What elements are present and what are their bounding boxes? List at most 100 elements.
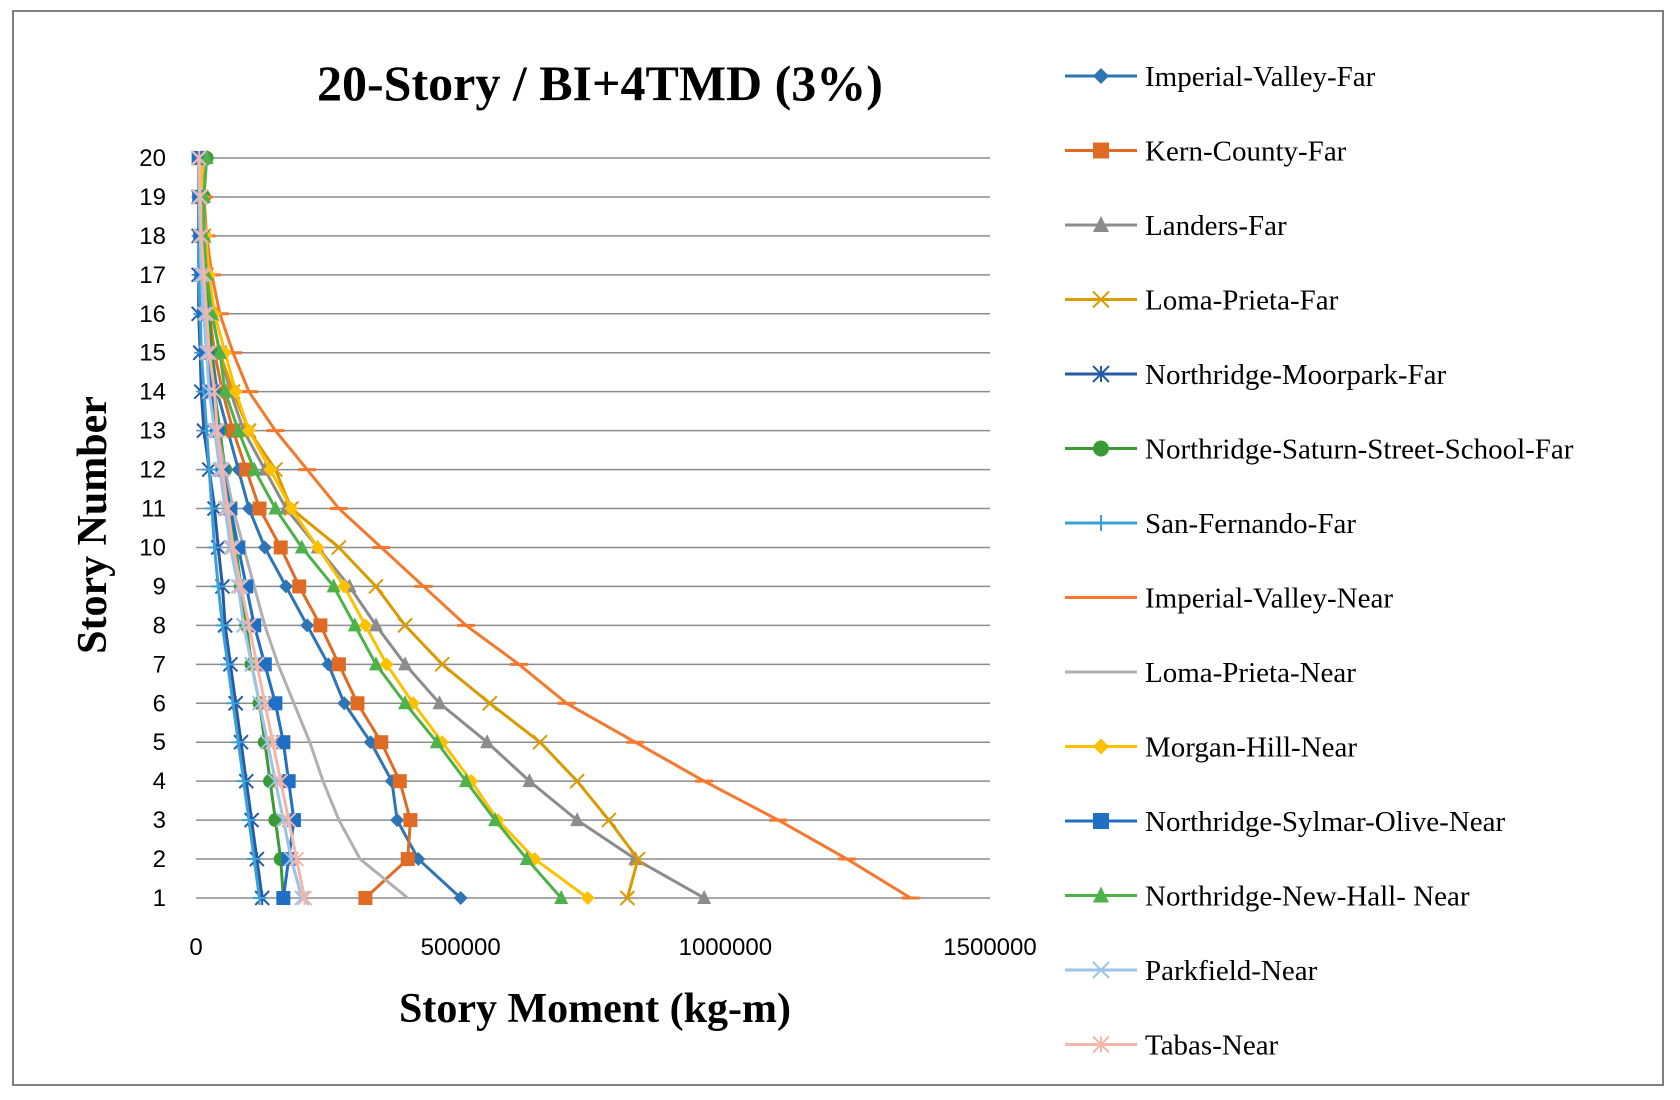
data-point	[218, 383, 233, 398]
data-point	[358, 618, 373, 633]
data-point	[228, 384, 243, 399]
data-point	[1093, 738, 1109, 755]
data-point	[1093, 68, 1109, 84]
legend-item-northridge-moorpark-far: Northridge-Moorpark-Far	[1065, 359, 1447, 391]
legend-label: Northridge-Saturn-Street-School-Far	[1145, 434, 1574, 466]
x-tick-label: 1500000	[943, 934, 1036, 961]
data-point	[570, 812, 585, 827]
data-point	[209, 422, 225, 439]
y-tick-label: 12	[139, 457, 166, 484]
series-loma-prieta-far	[193, 150, 646, 906]
x-tick-label: 500000	[421, 934, 501, 961]
data-point	[403, 813, 418, 828]
x-tick-label: 1000000	[679, 934, 772, 961]
data-point	[392, 774, 407, 789]
data-point	[192, 189, 208, 205]
data-point	[207, 540, 222, 555]
y-tick-label: 5	[153, 729, 166, 756]
data-point	[522, 773, 537, 788]
data-point	[379, 657, 394, 672]
y-tick-label: 11	[141, 496, 166, 523]
data-point	[390, 813, 405, 828]
data-point	[601, 812, 617, 828]
data-point	[1092, 365, 1110, 383]
data-point	[480, 734, 495, 749]
legend: Imperial-Valley-Far Kern-County-Far Lander…	[1065, 61, 1574, 1062]
legend-label: Parkfield-Near	[1145, 955, 1318, 987]
y-tick-label: 14	[139, 379, 166, 406]
data-point	[1093, 515, 1109, 531]
legend-item-northridge-saturn-street-school-far: Northridge-Saturn-Street-School-Far	[1065, 434, 1574, 466]
data-point	[358, 891, 373, 905]
data-point	[519, 851, 534, 866]
data-point	[220, 657, 235, 672]
data-point	[225, 539, 241, 556]
data-point	[231, 422, 246, 437]
data-point	[231, 735, 246, 750]
data-point	[331, 657, 346, 672]
data-point	[432, 695, 447, 710]
data-point	[204, 501, 219, 516]
y-tick-label: 3	[153, 807, 166, 834]
data-point	[569, 773, 585, 789]
data-point	[214, 461, 231, 478]
legend-label: Northridge-Moorpark-Far	[1145, 359, 1447, 391]
data-point	[241, 423, 256, 438]
y-tick-label: 15	[139, 340, 166, 367]
legend-item-northridge-new-hall-near: Northridge-New-Hall- Near	[1065, 881, 1470, 913]
data-point	[276, 735, 291, 750]
data-point	[212, 344, 227, 359]
data-point	[193, 267, 210, 283]
legend-item-morgan-hill-near: Morgan-Hill-Near	[1065, 732, 1357, 764]
data-point	[268, 500, 283, 515]
data-point	[368, 578, 384, 595]
data-point	[532, 734, 548, 750]
x-axis-title: Story Moment (kg-m)	[399, 986, 791, 1032]
data-point	[1093, 216, 1109, 232]
data-point	[249, 656, 265, 673]
data-point	[257, 540, 272, 555]
y-tick-label: 17	[139, 262, 166, 289]
data-point	[400, 852, 415, 867]
data-point	[265, 734, 281, 750]
data-point	[268, 813, 283, 828]
data-point	[300, 618, 315, 633]
data-point	[350, 696, 365, 711]
data-point	[206, 383, 223, 400]
data-point	[196, 267, 212, 283]
data-point	[292, 579, 307, 594]
data-point	[276, 891, 291, 905]
data-point	[193, 228, 210, 244]
legend-label: Landers-Far	[1145, 210, 1287, 242]
data-point	[488, 812, 503, 827]
data-point	[268, 696, 283, 711]
data-point	[281, 774, 296, 789]
data-point	[263, 462, 278, 477]
data-point	[278, 579, 293, 594]
data-point	[321, 657, 336, 672]
data-point	[630, 851, 646, 867]
data-point	[1092, 290, 1110, 309]
series-northridge-new-hall-near	[196, 150, 569, 904]
legend-label: Imperial-Valley-Far	[1145, 61, 1376, 93]
data-point	[1093, 813, 1109, 829]
legend-item-tabas-near: Tabas-Near	[1065, 1030, 1279, 1062]
data-point	[241, 617, 257, 634]
data-point	[1092, 1035, 1110, 1054]
legend-label: Morgan-Hill-Near	[1145, 732, 1357, 764]
legend-item-imperial-valley-far: Imperial-Valley-Far	[1065, 61, 1376, 93]
y-tick-label: 7	[153, 651, 166, 678]
data-point	[580, 891, 595, 905]
data-point	[252, 501, 267, 516]
series-line	[199, 157, 912, 900]
data-point	[257, 657, 272, 672]
series-layer	[190, 150, 920, 906]
data-point	[331, 539, 347, 556]
data-point	[196, 306, 212, 322]
data-point	[204, 384, 219, 399]
data-point	[326, 578, 341, 593]
data-point	[368, 656, 383, 671]
data-point	[241, 813, 256, 828]
data-point	[619, 890, 636, 906]
